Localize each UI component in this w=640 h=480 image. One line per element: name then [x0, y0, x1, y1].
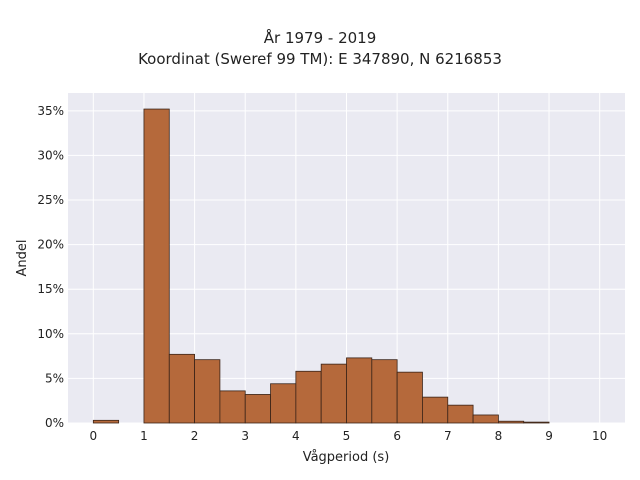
chart-title: År 1979 - 2019 Koordinat (Sweref 99 TM):… [0, 28, 640, 70]
histogram-bar [447, 404, 474, 424]
y-tick-label: 35% [37, 104, 64, 118]
y-tick-label: 20% [37, 238, 64, 252]
histogram-bar [422, 396, 449, 424]
x-tick-label: 2 [191, 429, 199, 443]
histogram-bar [498, 420, 525, 424]
y-tick-label: 15% [37, 282, 64, 296]
x-tick-label: 6 [393, 429, 401, 443]
histogram-bar [168, 353, 195, 424]
x-tick-label: 1 [140, 429, 148, 443]
y-tick-label: 30% [37, 148, 64, 162]
histogram-bar [396, 371, 423, 424]
x-tick-label: 5 [343, 429, 351, 443]
histogram-bar [194, 359, 221, 424]
x-tick-label: 10 [592, 429, 607, 443]
histogram-bar [244, 394, 271, 424]
chart-title-line-1: År 1979 - 2019 [263, 29, 377, 47]
histogram-bar [143, 108, 170, 424]
histogram-bar [472, 414, 499, 424]
x-tick-label: 8 [495, 429, 503, 443]
histogram-bar [295, 370, 322, 424]
histogram-bar [219, 390, 246, 424]
x-tick-labels: 0 1 2 3 4 5 6 7 8 9 10 [89, 429, 607, 443]
y-tick-label: 25% [37, 193, 64, 207]
chart-title-line-2: Koordinat (Sweref 99 TM): E 347890, N 62… [138, 50, 502, 68]
x-tick-label: 7 [444, 429, 452, 443]
y-tick-label: 0% [45, 416, 64, 430]
y-tick-label: 10% [37, 327, 64, 341]
y-axis-label: Andel [15, 240, 30, 277]
histogram-bar [270, 383, 297, 424]
x-tick-label: 9 [545, 429, 553, 443]
bars [92, 108, 550, 424]
x-tick-label: 4 [292, 429, 300, 443]
histogram-bar [523, 421, 550, 424]
x-tick-label: 0 [89, 429, 97, 443]
histogram-bar [371, 359, 398, 424]
histogram-bar [92, 419, 120, 424]
y-tick-labels: 0% 5% 10% 15% 20% 25% 30% 35% [37, 104, 64, 430]
histogram-bar [320, 363, 347, 424]
x-axis-label: Vågperiod (s) [303, 450, 390, 465]
x-tick-label: 3 [241, 429, 249, 443]
y-tick-label: 5% [45, 371, 64, 385]
histogram-bar [346, 357, 373, 424]
